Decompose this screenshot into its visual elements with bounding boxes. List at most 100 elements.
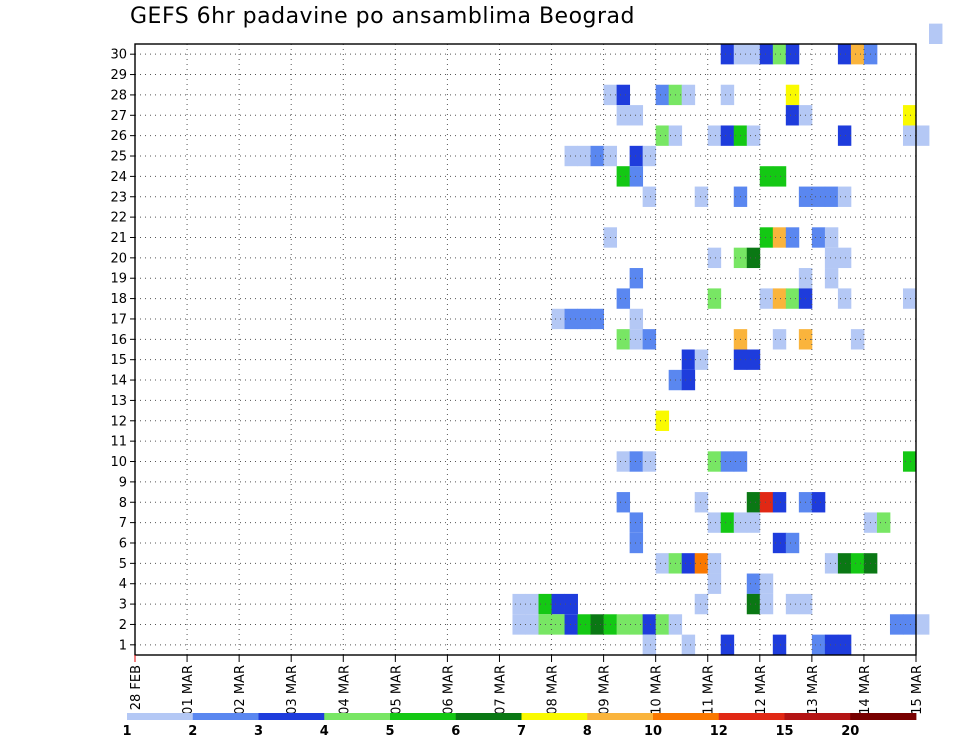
y-tick-label: 17 xyxy=(110,312,127,327)
heatmap-cell xyxy=(629,105,644,126)
heatmap-cell xyxy=(707,247,722,269)
y-tick-label: 21 xyxy=(110,231,127,246)
chart-title: GEFS 6hr padavine po ansamblima Beograd xyxy=(130,4,636,29)
heatmap-cell xyxy=(824,247,839,269)
heatmap-cell xyxy=(642,451,657,472)
y-tick-label: 30 xyxy=(110,48,127,63)
heatmap-cell xyxy=(616,329,631,350)
legend-swatch xyxy=(455,713,522,720)
heatmap-cell xyxy=(707,288,722,309)
y-tick-label: 29 xyxy=(110,68,127,83)
heatmap-cell xyxy=(707,451,722,472)
y-tick-label: 22 xyxy=(110,211,127,226)
legend-swatch xyxy=(390,713,457,720)
heatmap-cell xyxy=(785,288,800,309)
heatmap-cell xyxy=(811,186,826,207)
heatmap-cell xyxy=(681,84,696,106)
heatmap-cell xyxy=(824,553,839,574)
y-tick-label: 24 xyxy=(110,170,127,185)
heatmap-cell xyxy=(551,593,565,615)
heatmap-cell xyxy=(642,614,657,635)
y-tick-label: 20 xyxy=(110,251,127,266)
heatmap-cell xyxy=(616,105,631,126)
y-tick-label: 27 xyxy=(110,109,127,124)
x-tick-label: 09 MAR xyxy=(598,665,613,715)
heatmap-cell xyxy=(759,288,774,309)
heatmap-cell xyxy=(655,410,670,431)
legend-label: 12 xyxy=(710,724,728,739)
heatmap-cell xyxy=(707,553,722,574)
heatmap-cell xyxy=(629,532,644,554)
heatmap-cell xyxy=(837,125,852,146)
heatmap-cell xyxy=(850,553,865,574)
heatmap-cell xyxy=(655,614,670,635)
heatmap-cell xyxy=(642,186,657,207)
heatmap-cell xyxy=(902,105,917,126)
legend-swatch xyxy=(784,713,851,720)
legend-label: 6 xyxy=(451,724,460,739)
heatmap-cell xyxy=(525,593,539,615)
heatmap-cell xyxy=(746,349,761,370)
heatmap-cell xyxy=(837,247,852,269)
heatmap-cell xyxy=(642,634,657,655)
heatmap-cell xyxy=(746,512,761,533)
heatmap-cell xyxy=(577,614,591,635)
heatmap-cell xyxy=(824,634,839,655)
heatmap-cell xyxy=(824,268,839,289)
heatmap-cell xyxy=(785,105,800,126)
heatmap-cell xyxy=(616,451,631,472)
heatmap-cell xyxy=(759,44,774,65)
heatmap-cell xyxy=(629,329,644,350)
x-tick-label: 04 MAR xyxy=(337,665,352,715)
heatmap-cell xyxy=(837,288,852,309)
legend-label: 5 xyxy=(385,724,394,739)
legend-swatch xyxy=(192,713,259,720)
y-tick-label: 8 xyxy=(119,496,127,511)
heatmap-cell xyxy=(720,44,735,65)
heatmap-cell xyxy=(837,44,852,65)
heatmap-cell xyxy=(902,125,917,146)
heatmap-cell xyxy=(746,593,761,615)
heatmap-cell xyxy=(746,44,761,65)
heatmap-cell xyxy=(902,288,917,309)
heatmap-cell xyxy=(824,227,839,248)
legend-label: 20 xyxy=(841,724,859,739)
heatmap-cell xyxy=(785,84,800,106)
heatmap-cell xyxy=(551,308,565,330)
heatmap-cell xyxy=(642,145,657,167)
y-tick-label: 3 xyxy=(119,598,127,613)
x-tick-label: 13 MAR xyxy=(806,665,821,715)
y-tick-label: 1 xyxy=(119,638,127,653)
heatmap-cell xyxy=(785,593,800,615)
legend-label: 8 xyxy=(583,724,592,739)
heatmap-cell xyxy=(720,512,735,533)
legend-label: 3 xyxy=(254,724,263,739)
heatmap-cell xyxy=(929,23,943,44)
y-tick-label: 9 xyxy=(119,475,127,490)
heatmap-cell xyxy=(629,308,644,330)
heatmap-cell xyxy=(564,614,578,635)
legend-label: 1 xyxy=(122,724,131,739)
legend-label: 4 xyxy=(320,724,329,739)
legend-label: 15 xyxy=(775,724,793,739)
heatmap-cell xyxy=(746,247,761,269)
legend-label: 2 xyxy=(188,724,197,739)
y-tick-label: 28 xyxy=(110,88,127,103)
heatmap-cell xyxy=(642,329,657,350)
heatmap-cell xyxy=(512,614,526,635)
x-tick-label: 15 MAR xyxy=(910,665,925,715)
heatmap-cell xyxy=(564,308,578,330)
heatmap-cell xyxy=(564,145,578,167)
heatmap-cell xyxy=(629,145,644,167)
plot-frame xyxy=(134,43,917,656)
heatmap-cell xyxy=(616,84,631,106)
y-tick-label: 23 xyxy=(110,190,127,205)
x-tick-label: 14 MAR xyxy=(858,665,873,715)
heatmap-cell xyxy=(681,634,696,655)
heatmap-cell xyxy=(629,614,644,635)
y-tick-label: 2 xyxy=(119,618,127,633)
x-tick-label: 05 MAR xyxy=(389,665,404,715)
heatmap-cell xyxy=(850,44,865,65)
heatmap-cell xyxy=(759,492,774,513)
x-tick-label: 06 MAR xyxy=(441,665,456,715)
